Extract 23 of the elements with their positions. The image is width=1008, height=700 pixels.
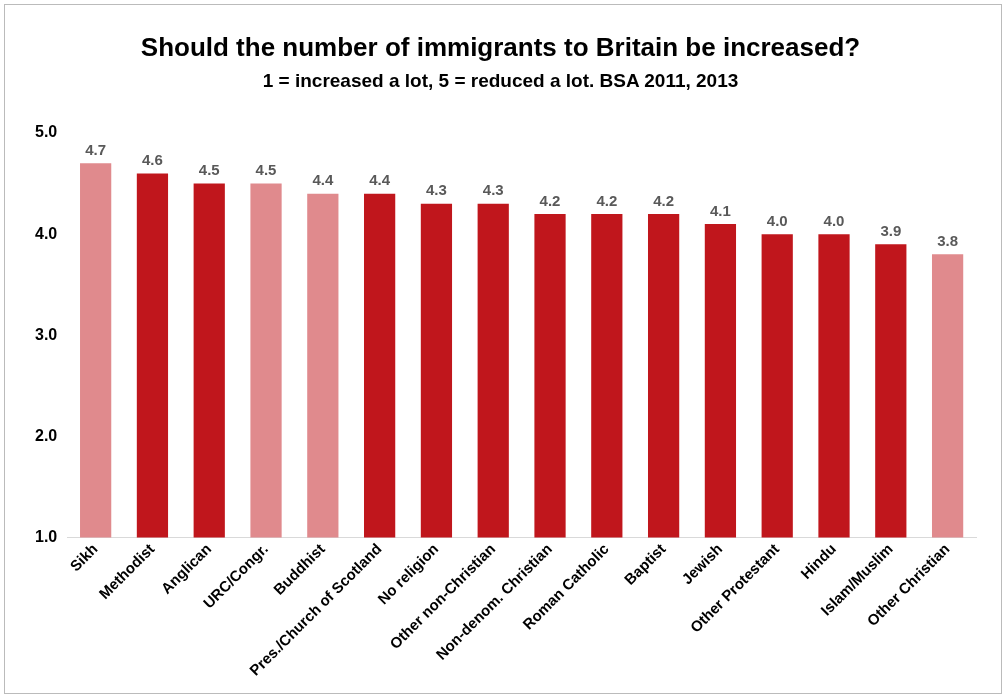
- data-label: 4.3: [426, 181, 447, 199]
- y-tick-label: 5.0: [34, 123, 58, 141]
- data-label: 4.1: [709, 201, 731, 219]
- chart-subtitle: 1 = increased a lot, 5 = reduced a lot. BSA 2011, 2013: [262, 69, 739, 91]
- y-tick-label: 2.0: [34, 426, 58, 444]
- data-label: 4.5: [255, 161, 277, 179]
- data-label: 4.2: [596, 191, 618, 209]
- data-label: 4.7: [85, 140, 107, 158]
- data-label: 4.4: [369, 171, 391, 189]
- data-label: 3.8: [937, 232, 959, 250]
- data-label: 4.3: [482, 181, 504, 199]
- y-tick-label: 3.0: [34, 325, 58, 343]
- data-label: 3.9: [880, 221, 902, 239]
- data-label: 4.4: [312, 171, 334, 189]
- data-label: 4.5: [198, 161, 220, 179]
- y-tick-label: 1.0: [34, 527, 58, 545]
- data-label: 4.0: [766, 211, 788, 229]
- data-label: 4.0: [823, 211, 845, 229]
- chart-title: Should the number of immigrants to Britain be increased?: [140, 31, 861, 62]
- data-label: 4.6: [142, 151, 163, 169]
- data-label: 4.2: [653, 191, 675, 209]
- y-tick-label: 4.0: [34, 224, 58, 242]
- data-label: 4.2: [539, 191, 561, 209]
